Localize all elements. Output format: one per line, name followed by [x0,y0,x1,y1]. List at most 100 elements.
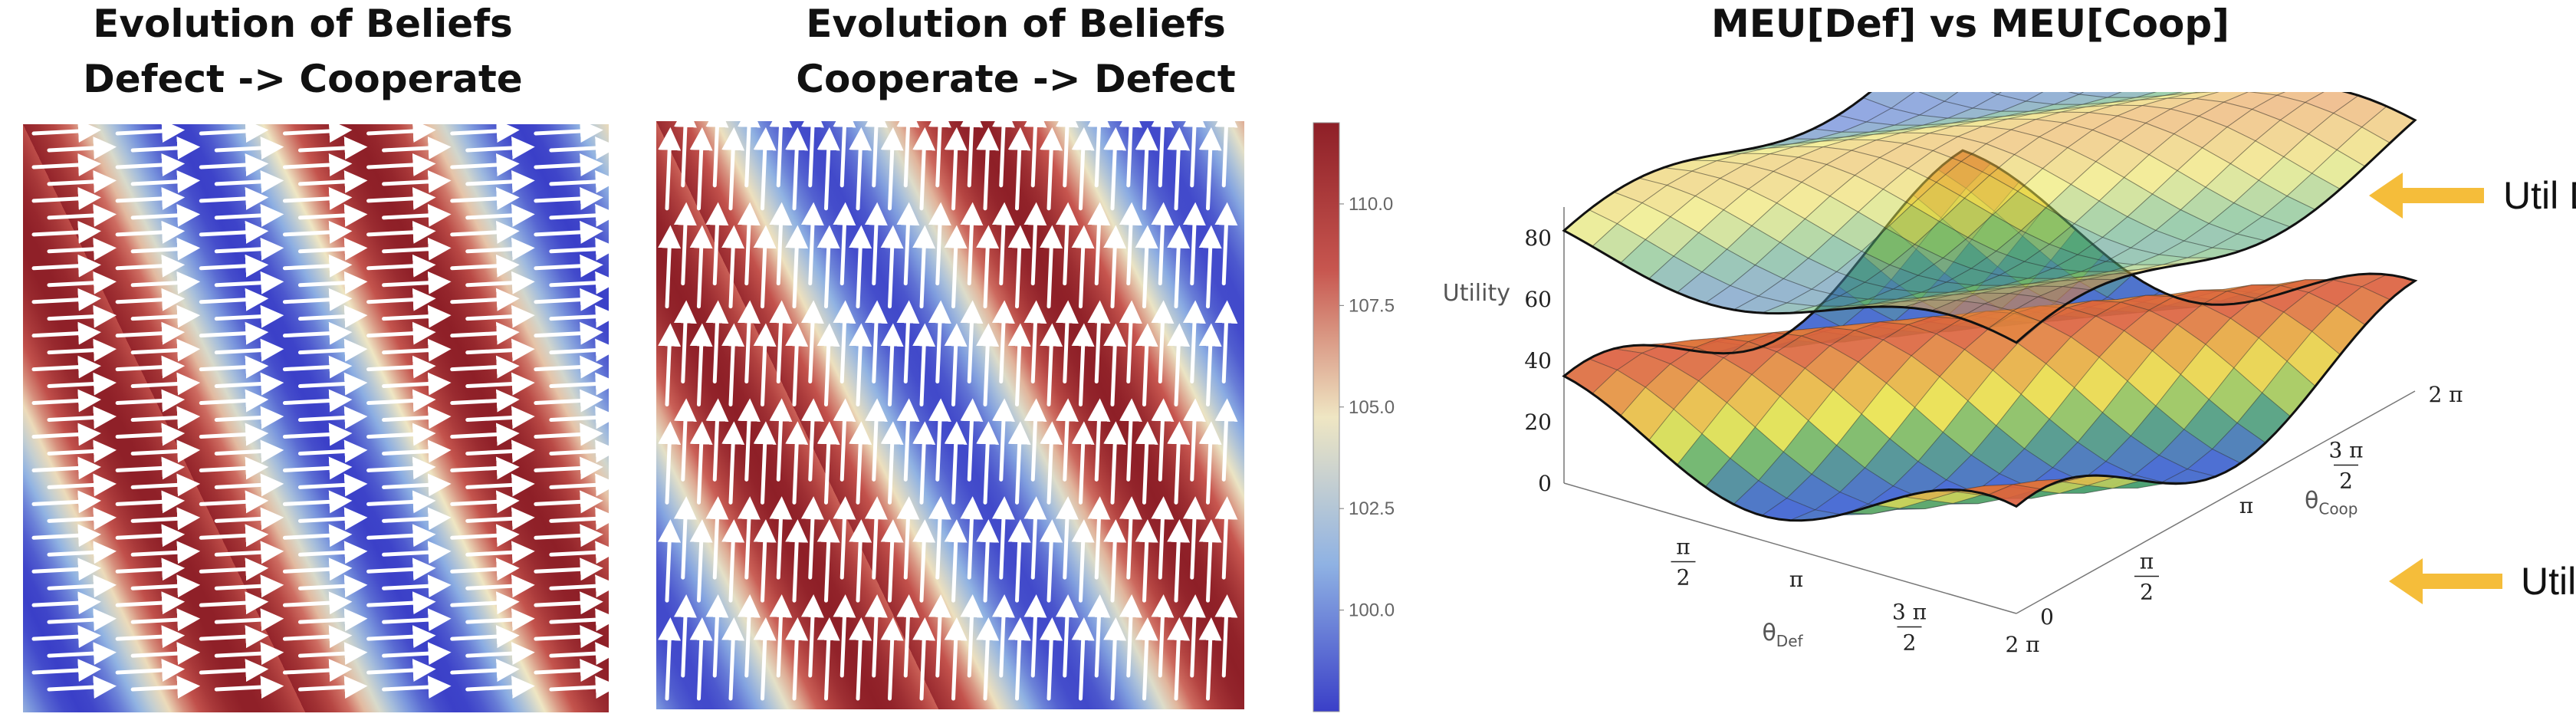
surface-cell [1766,140,1820,149]
stream-arrow [31,321,101,345]
stream-arrow [47,203,117,227]
stream-arrow [31,220,101,244]
stream-arrow [297,304,368,328]
heatmap-field [656,121,1244,709]
axis-box [1563,207,2416,614]
stream-arrow [297,136,368,160]
colorbar-tick-label: 110.0 [1349,194,1393,215]
arrow-head [2369,173,2403,219]
stream-arrow [115,153,186,176]
tick-numerator: 3 π [2328,438,2363,463]
x-tick-label: π [1789,567,1803,592]
stream-arrow [282,456,353,480]
stream-arrow [549,473,609,497]
stream-arrow [214,203,284,227]
y-tick-label: π [2239,493,2253,518]
surface-cell [1791,136,1845,145]
stream-arrow [534,625,603,649]
label-util-defect: Util Defect [2503,174,2576,217]
chart2-heatmap [656,121,1244,709]
surface-cell [1979,113,2033,121]
stream-arrow [450,355,520,379]
stream-arrow [382,304,452,328]
stream-arrow [31,186,101,210]
stream-arrow [450,389,520,413]
stream-arrow [785,421,809,505]
stream-arrow [991,398,1015,482]
stream-arrow [1087,398,1111,482]
stream-arrow [1151,496,1175,580]
stream-arrow [991,594,1015,678]
stream-arrow [297,507,368,531]
stream-arrow [753,323,777,406]
stream-arrow [199,659,269,682]
stream-arrow [785,323,809,406]
stream-arrow [214,169,284,193]
stream-arrow [849,127,872,211]
stream-arrow [1135,519,1158,603]
stream-arrow [382,169,452,193]
stream-arrow [31,625,101,649]
stream-arrow [382,136,452,160]
stream-arrow [912,617,936,701]
stream-arrow [960,398,984,482]
stream-arrow [130,676,201,699]
stream-arrow [282,186,353,210]
stream-arrow [282,288,353,311]
stream-arrow [549,541,609,564]
stream-arrow [849,225,872,309]
stream-arrow [465,136,535,160]
stream-arrow [382,473,452,497]
stream-arrow [1214,202,1238,286]
stream-arrow [549,406,609,429]
stream-arrow [214,608,284,632]
stream-arrow [1024,202,1047,286]
arrow-head [2389,558,2423,604]
surface-cell [2192,92,2216,94]
stream-arrow [297,271,368,294]
surface-cell [2059,485,2113,494]
stream-arrow [816,519,840,603]
stream-arrow [1119,202,1142,286]
stream-arrow [849,421,872,505]
z-tick-label: 60 [1524,287,1552,312]
tick-denominator: 2 [2140,580,2154,605]
stream-arrow [769,594,793,678]
stream-arrow [960,300,984,383]
surface-cell [1900,294,1953,302]
stream-arrow [1135,421,1158,505]
stream-arrow [673,398,697,482]
stream-arrow [1007,617,1031,701]
stream-arrow [199,355,269,379]
stream-arrow [130,473,201,497]
stream-arrow [366,625,436,649]
surface-cell [2195,92,2249,103]
stream-arrow [991,300,1015,383]
stream-arrow [465,271,535,294]
stream-arrow [1071,323,1095,406]
stream-arrow [465,169,535,193]
tick-denominator: 2 [2339,469,2353,494]
stream-arrow [130,203,201,227]
stream-arrow [47,338,117,362]
stream-arrow [465,439,535,463]
stream-arrow [366,153,436,176]
chart2-title: Evolution of Beliefs Cooperate -> Defect [636,0,1395,107]
stream-arrow [1024,398,1047,482]
surface-cell [1898,123,1952,131]
stream-arrow [534,591,603,615]
stream-arrow [753,225,777,309]
stream-arrow [1040,421,1063,505]
stream-arrow [833,398,856,482]
stream-arrow [214,406,284,429]
tick-numerator: π [1676,534,1690,560]
stream-arrow [673,300,697,383]
stream-arrow [658,421,682,505]
stream-arrow [282,321,353,345]
stream-arrow [199,288,269,311]
stream-arrow [753,519,777,603]
surface-cell [2249,92,2286,96]
stream-arrow [130,541,201,564]
stream-arrow [1055,398,1079,482]
